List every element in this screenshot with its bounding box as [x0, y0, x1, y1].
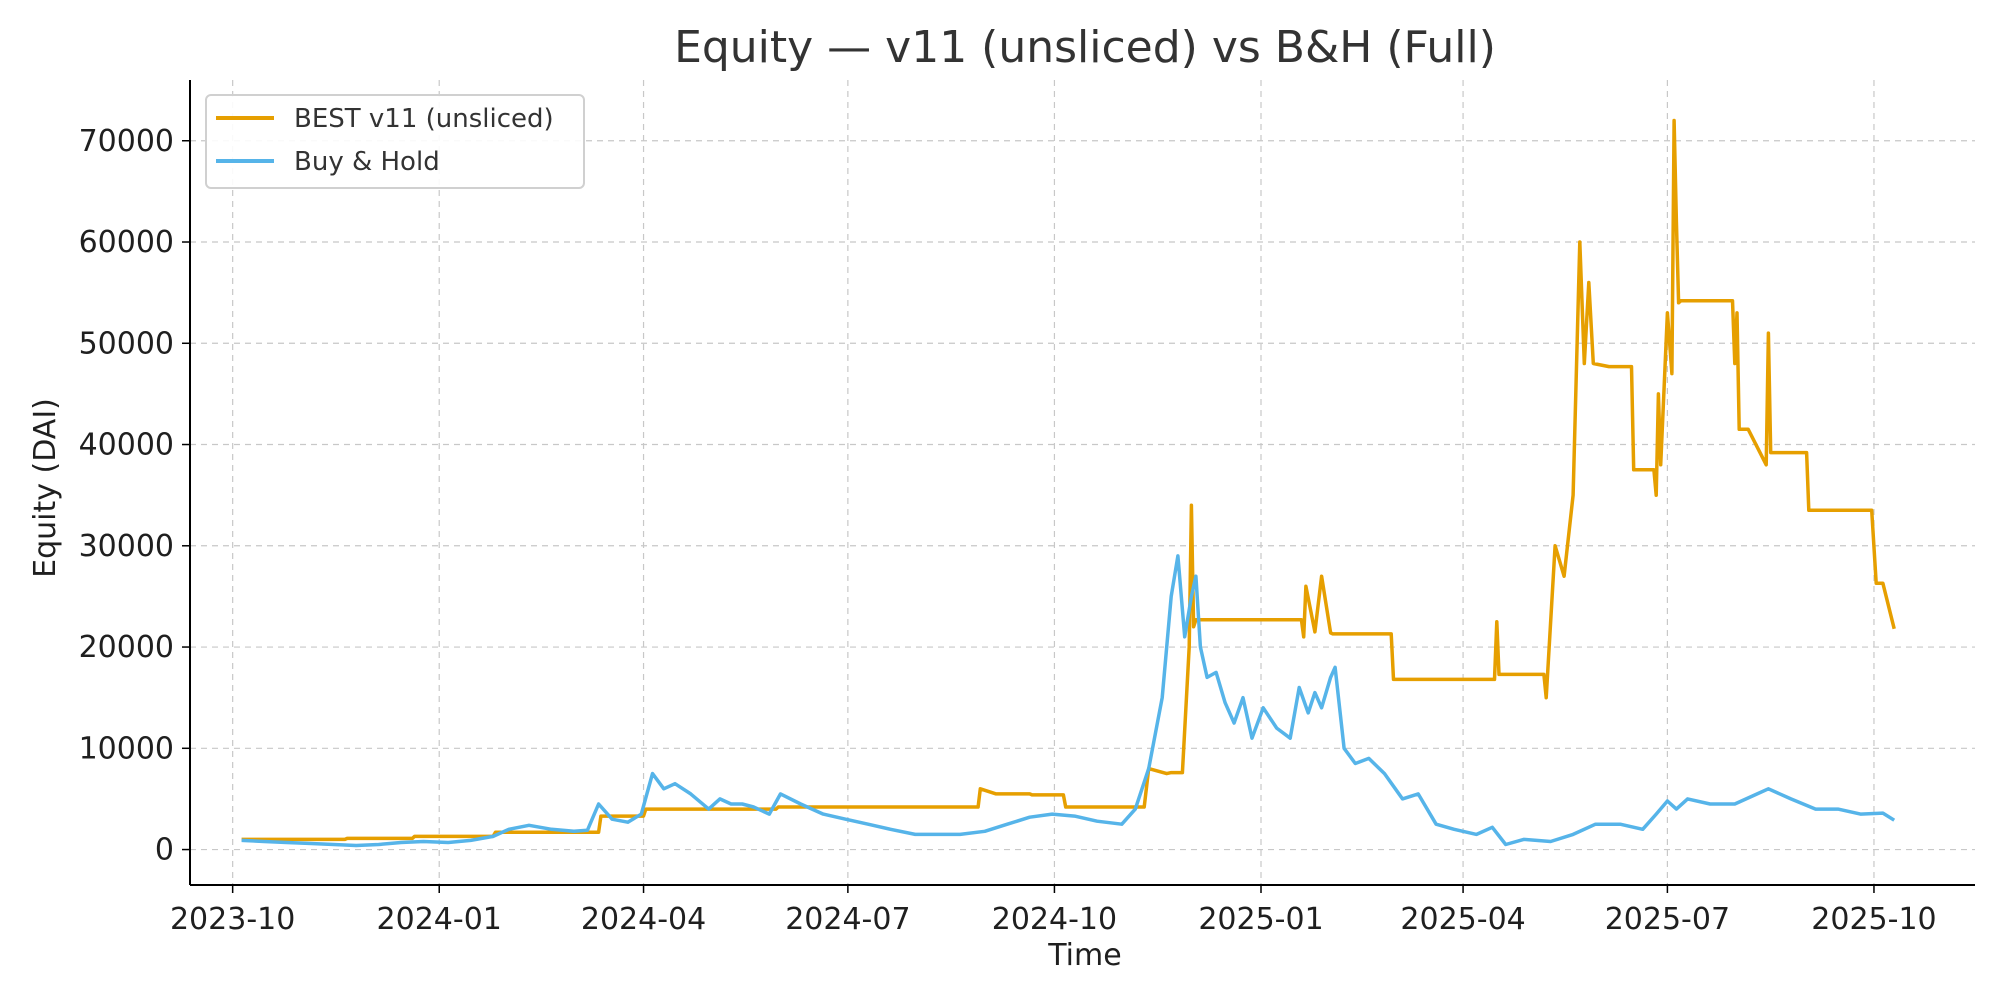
- x-tick-label: 2024-10: [992, 902, 1117, 937]
- legend-label-1: Buy & Hold: [294, 147, 440, 177]
- x-axis-label: Time: [1047, 938, 1121, 973]
- x-tick-label: 2025-01: [1198, 902, 1323, 937]
- x-tick-label: 2025-04: [1400, 902, 1525, 937]
- y-tick-label: 70000: [79, 124, 174, 159]
- y-tick-label: 10000: [79, 731, 174, 766]
- x-tick-label: 2024-01: [377, 902, 502, 937]
- y-tick-label: 0: [155, 833, 174, 868]
- axes: [189, 80, 1975, 886]
- legend: BEST v11 (unsliced) Buy & Hold: [205, 94, 585, 189]
- y-tick-label: 30000: [79, 529, 174, 564]
- legend-label-0: BEST v11 (unsliced): [294, 104, 554, 134]
- series-line-1: [241, 554, 1896, 848]
- y-axis-label: Equity (DAI): [28, 398, 63, 578]
- chart-title: Equity — v11 (unsliced) vs B&H (Full): [674, 22, 1496, 73]
- x-tick-label: 2024-07: [785, 902, 910, 937]
- y-tick-label: 50000: [79, 326, 174, 361]
- legend-box: [205, 94, 585, 189]
- x-tick-label: 2025-10: [1811, 902, 1936, 937]
- x-tick-label: 2025-07: [1605, 902, 1730, 937]
- x-tick-label: 2023-10: [170, 902, 295, 937]
- gridlines: [190, 80, 1975, 885]
- y-tick-label: 40000: [79, 428, 174, 463]
- y-tick-label: 20000: [79, 630, 174, 665]
- series-line-0: [241, 118, 1896, 842]
- y-axis-ticks: 0 10000 20000 30000 40000 50000 60000 70000: [79, 124, 190, 868]
- x-axis-ticks: 2023-10 2024-01 2024-04 2024-07 2024-10 2025-…: [170, 885, 1937, 937]
- series-layer: [241, 118, 1896, 848]
- x-tick-label: 2024-04: [581, 902, 706, 937]
- y-tick-label: 60000: [79, 225, 174, 260]
